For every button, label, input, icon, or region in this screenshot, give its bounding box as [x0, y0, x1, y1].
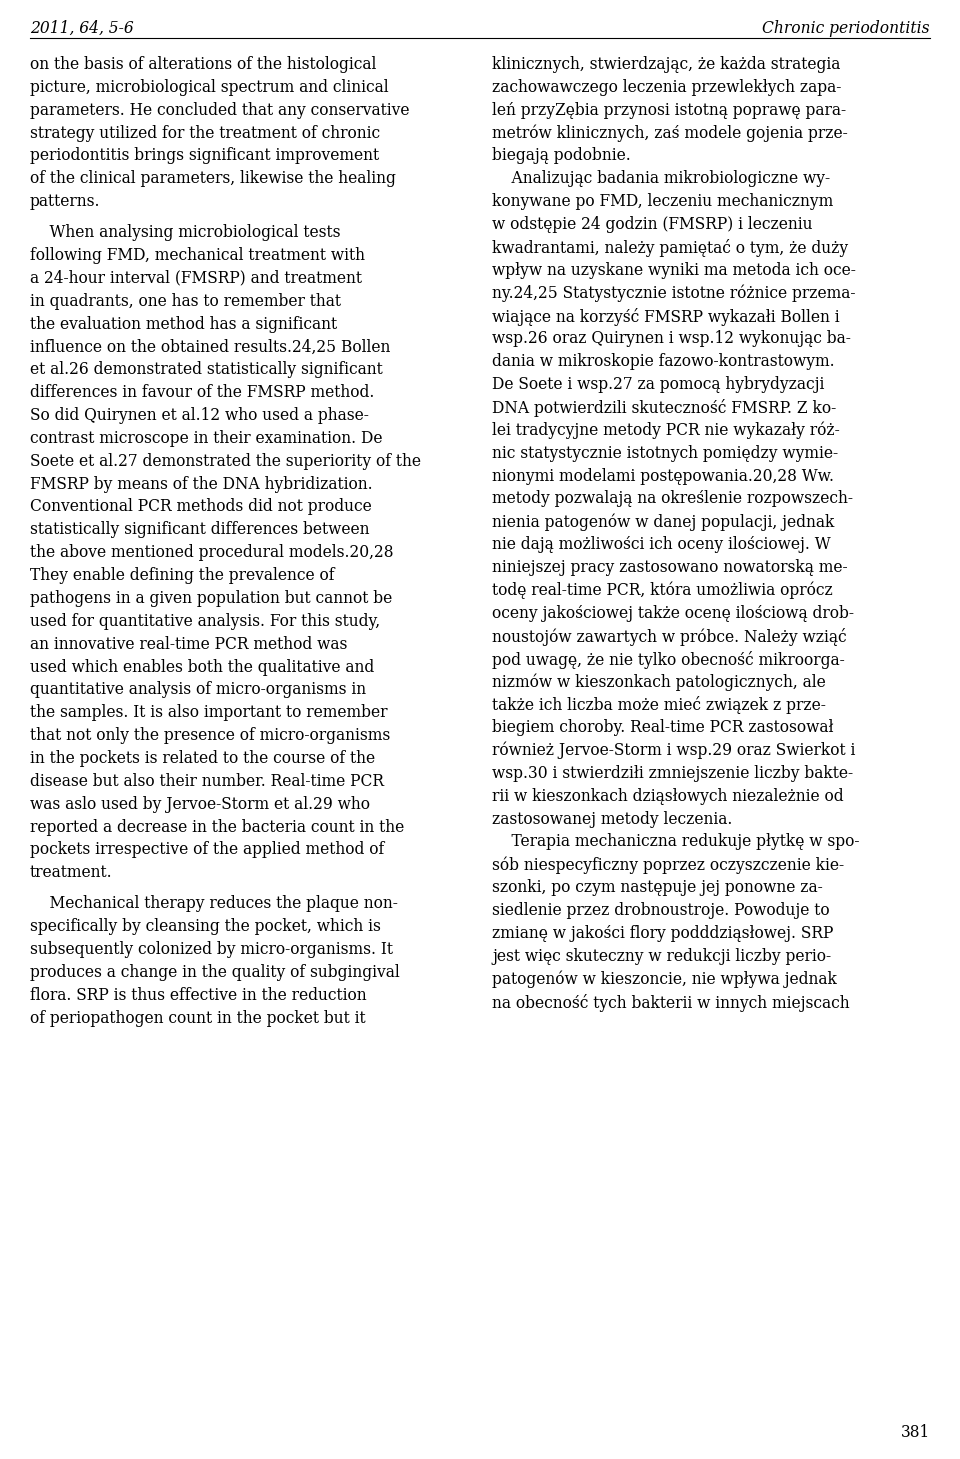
Text: wsp.26 oraz Quirynen i wsp.12 wykonując ba-: wsp.26 oraz Quirynen i wsp.12 wykonując …: [492, 330, 851, 347]
Text: contrast microscope in their examination. De: contrast microscope in their examination…: [30, 430, 382, 446]
Text: wpływ na uzyskane wyniki ma metoda ich oce-: wpływ na uzyskane wyniki ma metoda ich o…: [492, 261, 856, 279]
Text: pockets irrespective of the applied method of: pockets irrespective of the applied meth…: [30, 842, 384, 858]
Text: the samples. It is also important to remember: the samples. It is also important to rem…: [30, 705, 388, 721]
Text: strategy utilized for the treatment of chronic: strategy utilized for the treatment of c…: [30, 124, 380, 142]
Text: lei tradycyjne metody PCR nie wykazały róż-: lei tradycyjne metody PCR nie wykazały r…: [492, 422, 840, 439]
Text: biegają podobnie.: biegają podobnie.: [492, 147, 631, 165]
Text: pod uwagę, że nie tylko obecność mikroorga-: pod uwagę, że nie tylko obecność mikroor…: [492, 651, 845, 668]
Text: influence on the obtained results.24,25 Bollen: influence on the obtained results.24,25 …: [30, 338, 391, 356]
Text: disease but also their number. Real-time PCR: disease but also their number. Real-time…: [30, 773, 384, 789]
Text: on the basis of alterations of the histological: on the basis of alterations of the histo…: [30, 55, 376, 73]
Text: nionymi modelami postępowania.20,28 Ww.: nionymi modelami postępowania.20,28 Ww.: [492, 467, 834, 484]
Text: nie dają możliwości ich oceny ilościowej. W: nie dają możliwości ich oceny ilościowej…: [492, 537, 830, 553]
Text: Mechanical therapy reduces the plaque non-: Mechanical therapy reduces the plaque no…: [30, 896, 397, 912]
Text: produces a change in the quality of subgingival: produces a change in the quality of subg…: [30, 964, 399, 980]
Text: w odstępie 24 godzin (FMSRP) i leczeniu: w odstępie 24 godzin (FMSRP) i leczeniu: [492, 216, 812, 233]
Text: They enable defining the prevalence of: They enable defining the prevalence of: [30, 568, 334, 584]
Text: an innovative real-time PCR method was: an innovative real-time PCR method was: [30, 636, 348, 652]
Text: DNA potwierdzili skuteczność FMSRP. Z ko-: DNA potwierdzili skuteczność FMSRP. Z ko…: [492, 398, 836, 417]
Text: siedlenie przez drobnoustroje. Powoduje to: siedlenie przez drobnoustroje. Powoduje …: [492, 902, 829, 919]
Text: flora. SRP is thus effective in the reduction: flora. SRP is thus effective in the redu…: [30, 986, 367, 1004]
Text: periodontitis brings significant improvement: periodontitis brings significant improve…: [30, 147, 379, 165]
Text: także ich liczba może mieć związek z prze-: także ich liczba może mieć związek z prz…: [492, 696, 826, 715]
Text: klinicznych, stwierdzając, że każda strategia: klinicznych, stwierdzając, że każda stra…: [492, 55, 840, 73]
Text: reported a decrease in the bacteria count in the: reported a decrease in the bacteria coun…: [30, 818, 404, 836]
Text: szonki, po czym następuje jej ponowne za-: szonki, po czym następuje jej ponowne za…: [492, 880, 823, 896]
Text: following FMD, mechanical treatment with: following FMD, mechanical treatment with: [30, 247, 365, 264]
Text: in quadrants, one has to remember that: in quadrants, one has to remember that: [30, 293, 341, 309]
Text: biegiem choroby. Real-time PCR zastosował: biegiem choroby. Real-time PCR zastosowa…: [492, 719, 833, 737]
Text: pathogens in a given population but cannot be: pathogens in a given population but cann…: [30, 589, 393, 607]
Text: konywane po FMD, leczeniu mechanicznym: konywane po FMD, leczeniu mechanicznym: [492, 193, 833, 210]
Text: used for quantitative analysis. For this study,: used for quantitative analysis. For this…: [30, 613, 380, 630]
Text: nizmów w kieszonkach patologicznych, ale: nizmów w kieszonkach patologicznych, ale: [492, 674, 826, 692]
Text: the above mentioned procedural models.20,28: the above mentioned procedural models.20…: [30, 544, 394, 562]
Text: So did Quirynen et al.12 who used a phase-: So did Quirynen et al.12 who used a phas…: [30, 407, 369, 425]
Text: of periopathogen count in the pocket but it: of periopathogen count in the pocket but…: [30, 1010, 366, 1027]
Text: picture, microbiological spectrum and clinical: picture, microbiological spectrum and cl…: [30, 79, 389, 96]
Text: zastosowanej metody leczenia.: zastosowanej metody leczenia.: [492, 811, 732, 827]
Text: the evaluation method has a significant: the evaluation method has a significant: [30, 315, 337, 333]
Text: Analizując badania mikrobiologiczne wy-: Analizując badania mikrobiologiczne wy-: [492, 171, 830, 187]
Text: that not only the presence of micro-organisms: that not only the presence of micro-orga…: [30, 727, 391, 744]
Text: patogenów w kieszoncie, nie wpływa jednak: patogenów w kieszoncie, nie wpływa jedna…: [492, 970, 837, 988]
Text: in the pockets is related to the course of the: in the pockets is related to the course …: [30, 750, 375, 767]
Text: FMSRP by means of the DNA hybridization.: FMSRP by means of the DNA hybridization.: [30, 476, 372, 493]
Text: statistically significant differences between: statistically significant differences be…: [30, 521, 370, 538]
Text: When analysing microbiological tests: When analysing microbiological tests: [30, 225, 341, 241]
Text: nienia patogenów w danej populacji, jednak: nienia patogenów w danej populacji, jedn…: [492, 514, 834, 531]
Text: niniejszej pracy zastosowano nowatorską me-: niniejszej pracy zastosowano nowatorską …: [492, 559, 848, 576]
Text: wiające na korzyść FMSRP wykazałi Bollen i: wiające na korzyść FMSRP wykazałi Bollen…: [492, 308, 840, 325]
Text: jest więc skuteczny w redukcji liczby perio-: jest więc skuteczny w redukcji liczby pe…: [492, 948, 831, 964]
Text: ny.24,25 Statystycznie istotne różnice przema-: ny.24,25 Statystycznie istotne różnice p…: [492, 285, 855, 302]
Text: dania w mikroskopie fazowo-kontrastowym.: dania w mikroskopie fazowo-kontrastowym.: [492, 353, 834, 371]
Text: wsp.30 i stwierdziłi zmniejszenie liczby bakte-: wsp.30 i stwierdziłi zmniejszenie liczby…: [492, 765, 853, 782]
Text: rii w kieszonkach dziąsłowych niezależnie od: rii w kieszonkach dziąsłowych niezależni…: [492, 788, 844, 805]
Text: differences in favour of the FMSRP method.: differences in favour of the FMSRP metho…: [30, 384, 374, 401]
Text: leń przyZębia przynosi istotną poprawę para-: leń przyZębia przynosi istotną poprawę p…: [492, 102, 846, 118]
Text: used which enables both the qualitative and: used which enables both the qualitative …: [30, 658, 374, 676]
Text: również Jervoe-Storm i wsp.29 oraz Swierkot i: również Jervoe-Storm i wsp.29 oraz Swier…: [492, 743, 855, 760]
Text: Soete et al.27 demonstrated the superiority of the: Soete et al.27 demonstrated the superior…: [30, 452, 421, 470]
Text: zachowawczego leczenia przewlekłych zapa-: zachowawczego leczenia przewlekłych zapa…: [492, 79, 841, 96]
Text: 381: 381: [900, 1424, 930, 1441]
Text: nic statystycznie istotnych pomiędzy wymie-: nic statystycznie istotnych pomiędzy wym…: [492, 445, 838, 461]
Text: kwadrantami, należy pamiętać o tym, że duży: kwadrantami, należy pamiętać o tym, że d…: [492, 239, 848, 257]
Text: parameters. He concluded that any conservative: parameters. He concluded that any conser…: [30, 102, 410, 118]
Text: patterns.: patterns.: [30, 193, 101, 210]
Text: oceny jakościowej także ocenę ilościową drob-: oceny jakościowej także ocenę ilościową …: [492, 605, 854, 622]
Text: noustojów zawartych w próbce. Należy wziąć: noustojów zawartych w próbce. Należy wzi…: [492, 627, 847, 646]
Text: of the clinical parameters, likewise the healing: of the clinical parameters, likewise the…: [30, 171, 396, 187]
Text: quantitative analysis of micro-organisms in: quantitative analysis of micro-organisms…: [30, 681, 366, 699]
Text: was aslo used by Jervoe-Storm et al.29 who: was aslo used by Jervoe-Storm et al.29 w…: [30, 795, 370, 813]
Text: metody pozwalają na określenie rozpowszech-: metody pozwalają na określenie rozpowsze…: [492, 490, 853, 508]
Text: zmianę w jakości flory podddziąsłowej. SRP: zmianę w jakości flory podddziąsłowej. S…: [492, 925, 833, 943]
Text: na obecność tych bakterii w innych miejscach: na obecność tych bakterii w innych miejs…: [492, 994, 850, 1011]
Text: a 24-hour interval (FMSRP) and treatment: a 24-hour interval (FMSRP) and treatment: [30, 270, 362, 287]
Text: treatment.: treatment.: [30, 864, 112, 881]
Text: 2011, 64, 5-6: 2011, 64, 5-6: [30, 20, 133, 36]
Text: metrów klinicznych, zaś modele gojenia prze-: metrów klinicznych, zaś modele gojenia p…: [492, 124, 848, 142]
Text: todę real-time PCR, która umożliwia oprócz: todę real-time PCR, która umożliwia opró…: [492, 582, 832, 600]
Text: Conventional PCR methods did not produce: Conventional PCR methods did not produce: [30, 499, 372, 515]
Text: Chronic periodontitis: Chronic periodontitis: [762, 20, 930, 36]
Text: subsequently colonized by micro-organisms. It: subsequently colonized by micro-organism…: [30, 941, 393, 959]
Text: De Soete i wsp.27 za pomocą hybrydyzacji: De Soete i wsp.27 za pomocą hybrydyzacji: [492, 376, 825, 392]
Text: et al.26 demonstrated statistically significant: et al.26 demonstrated statistically sign…: [30, 362, 383, 378]
Text: Terapia mechaniczna redukuje płytkę w spo-: Terapia mechaniczna redukuje płytkę w sp…: [492, 833, 859, 851]
Text: specifically by cleansing the pocket, which is: specifically by cleansing the pocket, wh…: [30, 918, 381, 935]
Text: sób niespecyficzny poprzez oczyszczenie kie-: sób niespecyficzny poprzez oczyszczenie …: [492, 856, 844, 874]
